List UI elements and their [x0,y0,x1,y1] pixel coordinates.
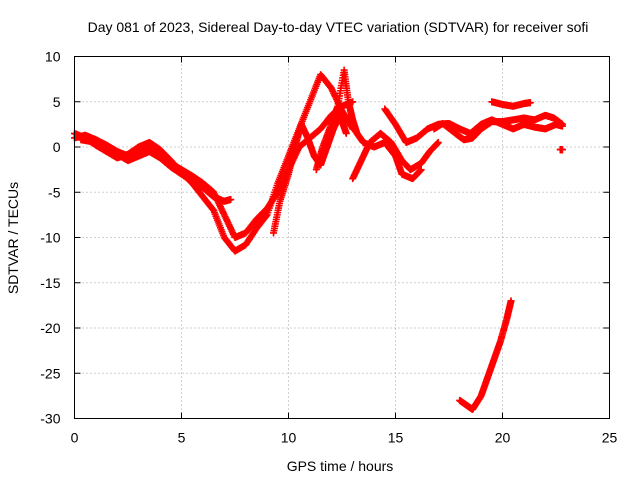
x-tick-label: 25 [602,430,618,446]
y-tick-label: 5 [53,94,61,110]
series-track-5 [312,66,425,183]
y-tick-label: -25 [40,365,60,381]
y-tick-label: -15 [40,275,60,291]
series-track-2 [71,71,357,255]
plot-frame [74,56,610,419]
y-tick-label: -20 [40,320,60,336]
data-point [417,166,425,174]
y-tick-label: -5 [48,184,61,200]
x-tick-label: 15 [388,430,404,446]
data-point [227,195,235,203]
x-tick-label: 5 [178,430,186,446]
series-track-10 [556,146,566,154]
series-track-9 [488,98,534,110]
data-point [342,129,350,137]
data-point [526,99,534,107]
x-tick-label: 20 [495,430,511,446]
y-axis-label: SDTVAR / TECUs [5,182,21,294]
y-tick-label: 10 [45,49,61,65]
chart-title: Day 081 of 2023, Sidereal Day-to-day VTE… [88,19,589,35]
y-tick-label: -30 [40,411,60,427]
x-axis-label: GPS time / hours [287,458,394,474]
axes: 0 5 10 15 20 25 10 5 0 -5 -10 -15 -20 -25 -30 [40,49,617,446]
x-tick-label: 0 [71,430,79,446]
series-track-8 [430,111,566,144]
x-tick-label: 10 [281,430,297,446]
series-track-3 [77,136,235,205]
data-point [434,138,442,146]
series-track-11 [456,297,515,413]
data-points [71,66,566,413]
series-track-6 [349,129,442,183]
y-tick-label: -10 [40,230,60,246]
grid [74,56,610,419]
data-point [558,120,566,128]
data-point [507,297,515,305]
y-tick-label: 0 [53,139,61,155]
data-point [558,146,566,154]
